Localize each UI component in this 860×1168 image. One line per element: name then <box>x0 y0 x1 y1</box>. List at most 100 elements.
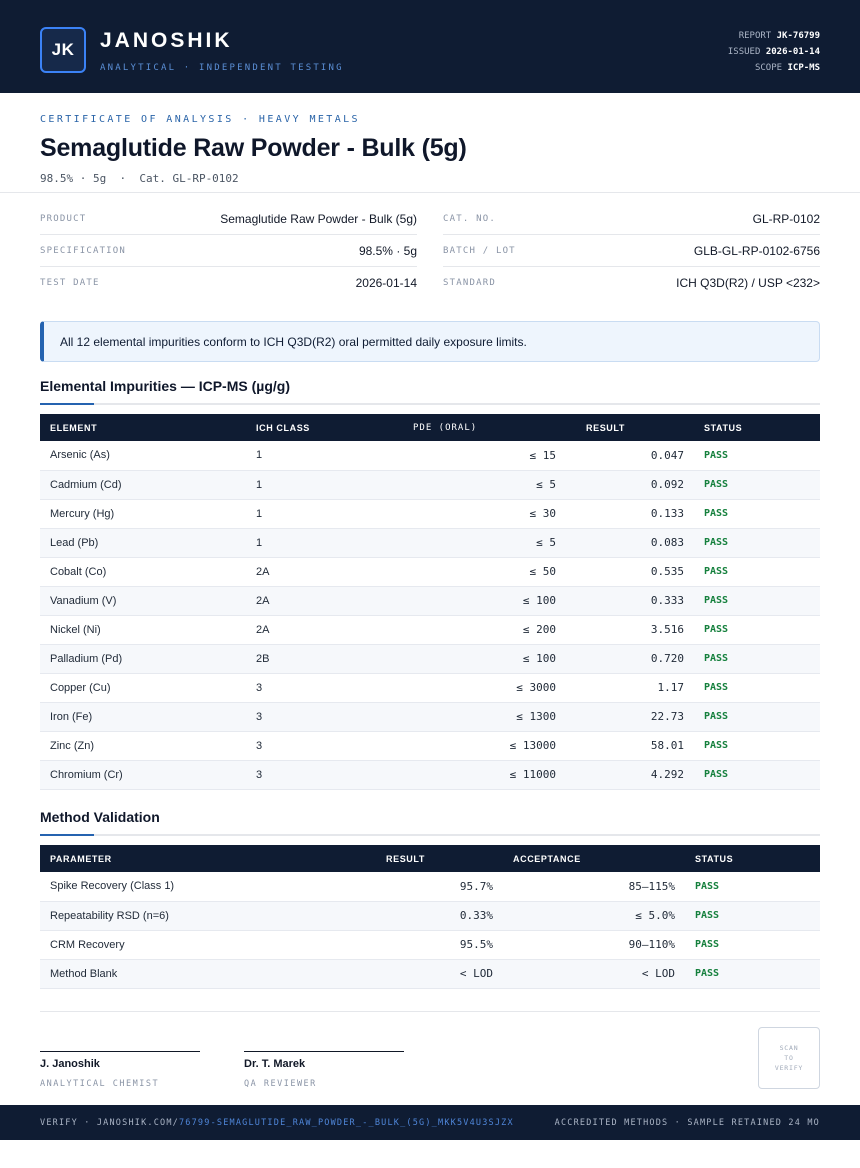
status-cell: PASS <box>685 959 820 989</box>
parameter-cell: CRM Recovery <box>40 930 376 960</box>
issued-row: ISSUED 2026-01-14 <box>728 44 820 60</box>
ich-class-cell: 3 <box>246 673 403 703</box>
info-label: BATCH / LOT <box>443 245 516 256</box>
divider <box>0 192 860 193</box>
element-cell: Copper (Cu) <box>40 673 246 703</box>
scope-value: ICP-MS <box>787 63 820 73</box>
table-row: Chromium (Cr) 3 ≤ 11000 4.292 PASS <box>40 760 820 790</box>
info-row: TEST DATE 2026-01-14 <box>40 267 417 299</box>
pde-cell: ≤ 13000 <box>403 731 566 761</box>
scope-row: SCOPE ICP-MS <box>728 60 820 76</box>
table-row: Zinc (Zn) 3 ≤ 13000 58.01 PASS <box>40 731 820 761</box>
result-cell: 0.133 <box>566 499 694 529</box>
pde-cell: ≤ 15 <box>403 441 566 471</box>
logo-initials: JK <box>51 40 75 59</box>
status-cell: PASS <box>694 644 820 674</box>
result-cell: 0.047 <box>566 441 694 471</box>
parameter-cell: Spike Recovery (Class 1) <box>40 872 376 902</box>
pde-cell: ≤ 30 <box>403 499 566 529</box>
table-row: Cobalt (Co) 2A ≤ 50 0.535 PASS <box>40 557 820 587</box>
signatory-role: ANALYTICAL CHEMIST <box>40 1079 160 1089</box>
signature-block: Dr. T. Marek QA REVIEWER <box>244 1051 404 1089</box>
pde-cell: ≤ 100 <box>403 644 566 674</box>
document-kicker: CERTIFICATE OF ANALYSIS · HEAVY METALS <box>40 114 360 125</box>
status-cell: PASS <box>685 930 820 960</box>
impurities-section-title: Elemental Impurities — ICP-MS (µg/g) <box>40 378 290 394</box>
signature-block: J. Janoshik ANALYTICAL CHEMIST <box>40 1051 200 1089</box>
scope-label: SCOPE <box>754 63 783 73</box>
conformance-notice: All 12 elemental impurities conform to I… <box>40 321 820 362</box>
table-row: Iron (Fe) 3 ≤ 1300 22.73 PASS <box>40 702 820 732</box>
ich-class-cell: 2A <box>246 586 403 616</box>
status-cell: PASS <box>685 901 820 931</box>
verify-prefix: VERIFY · JANOSHIK.COM/ <box>40 1117 179 1128</box>
table-row: Arsenic (As) 1 ≤ 15 0.047 PASS <box>40 441 820 471</box>
report-meta: REPORT JK-76799 ISSUED 2026-01-14 SCOPE … <box>728 28 820 76</box>
pde-cell: ≤ 5 <box>403 470 566 500</box>
parameter-cell: Method Blank <box>40 959 376 989</box>
element-cell: Arsenic (As) <box>40 441 246 471</box>
ich-class-cell: 3 <box>246 731 403 761</box>
element-cell: Lead (Pb) <box>40 528 246 558</box>
report-footer: VERIFY · JANOSHIK.COM/76799-SEMAGLUTIDE_… <box>0 1105 860 1140</box>
signatory-name: J. Janoshik <box>40 1058 100 1070</box>
result-cell: 0.535 <box>566 557 694 587</box>
table-row: Copper (Cu) 3 ≤ 3000 1.17 PASS <box>40 673 820 703</box>
result-cell: 4.292 <box>566 760 694 790</box>
element-cell: Mercury (Hg) <box>40 499 246 529</box>
info-label: PRODUCT <box>40 213 87 224</box>
status-cell: PASS <box>694 470 820 500</box>
ich-class-cell: 2B <box>246 644 403 674</box>
pde-cell: ≤ 1300 <box>403 702 566 732</box>
status-cell: PASS <box>694 499 820 529</box>
verify-line: VERIFY · JANOSHIK.COM/76799-SEMAGLUTIDE_… <box>40 1118 514 1128</box>
ich-class-cell: 2A <box>246 557 403 587</box>
element-cell: Vanadium (V) <box>40 586 246 616</box>
ich-class-cell: 3 <box>246 702 403 732</box>
issued-value: 2026-01-14 <box>765 47 820 57</box>
report-id-value: JK-76799 <box>776 31 820 41</box>
ich-class-cell: 1 <box>246 528 403 558</box>
info-label: STANDARD <box>443 278 496 288</box>
element-cell: Nickel (Ni) <box>40 615 246 645</box>
section-divider-accent <box>40 834 94 836</box>
info-value: ICH Q3D(R2) / USP <232> <box>676 276 820 290</box>
scan-text: SCAN <box>779 1044 799 1052</box>
page-title: Semaglutide Raw Powder - Bulk (5g) <box>40 134 467 162</box>
report-header: JK JANOSHIK ANALYTICAL · INDEPENDENT TES… <box>0 0 860 93</box>
brand-tagline: ANALYTICAL · INDEPENDENT TESTING <box>100 63 344 73</box>
report-id-row: REPORT JK-76799 <box>728 28 820 44</box>
pde-cell: ≤ 50 <box>403 557 566 587</box>
status-cell: PASS <box>694 702 820 732</box>
info-row: PRODUCT Semaglutide Raw Powder - Bulk (5… <box>40 203 417 235</box>
info-row: BATCH / LOT GLB-GL-RP-0102-6756 <box>443 235 820 267</box>
result-cell: < LOD <box>376 959 503 989</box>
info-value: 98.5% · 5g <box>358 243 417 258</box>
divider <box>40 1011 820 1012</box>
validation-table-body: Spike Recovery (Class 1) 95.7% 85–115% PASS… <box>40 872 820 989</box>
info-label: CAT. NO. <box>443 213 496 224</box>
parameter-cell: Repeatability RSD (n=6) <box>40 901 376 931</box>
acceptance-cell: < LOD <box>503 959 685 989</box>
status-cell: PASS <box>694 673 820 703</box>
section-divider <box>40 403 820 405</box>
page-subtitle: 98.5% · 5g · Cat. GL-RP-0102 <box>40 172 239 185</box>
table-row: Nickel (Ni) 2A ≤ 200 3.516 PASS <box>40 615 820 645</box>
ich-class-cell: 1 <box>246 441 403 471</box>
result-cell: 22.73 <box>566 702 694 732</box>
pde-cell: ≤ 3000 <box>403 673 566 703</box>
status-cell: PASS <box>694 441 820 471</box>
impurities-table-body: Arsenic (As) 1 ≤ 15 0.047 PASS Cadmium (Cd) 1 ≤… <box>40 441 820 790</box>
result-cell: 0.33% <box>376 901 503 931</box>
status-cell: PASS <box>685 872 820 902</box>
scan-to-verify-box[interactable]: SCAN TO VERIFY <box>758 1027 820 1089</box>
pde-cell: ≤ 11000 <box>403 760 566 790</box>
column-header: PARAMETER <box>50 853 112 864</box>
verify-link[interactable]: 76799-SEMAGLUTIDE_RAW_POWDER_-_BULK_(5G)… <box>178 1117 514 1128</box>
info-row: STANDARD ICH Q3D(R2) / USP <232> <box>443 267 820 299</box>
column-header: RESULT <box>386 853 425 864</box>
result-cell: 95.5% <box>376 930 503 960</box>
element-cell: Chromium (Cr) <box>40 760 246 790</box>
element-cell: Iron (Fe) <box>40 702 246 732</box>
info-grid-right: CAT. NO. GL-RP-0102 BATCH / LOT GLB-GL-R… <box>443 203 820 299</box>
